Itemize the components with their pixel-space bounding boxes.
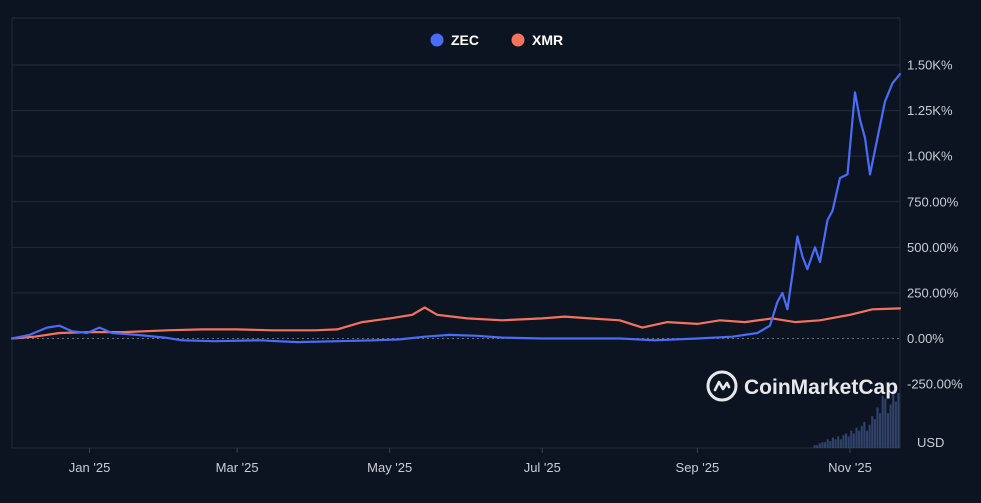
volume-bar [886, 413, 889, 448]
volume-bar [858, 430, 861, 448]
grid [11, 17, 901, 453]
x-tick-label: Jan '25 [69, 460, 111, 475]
volume-bar [897, 392, 900, 448]
y-tick-label: 250.00% [907, 285, 959, 300]
y-tick-label: 0.00% [907, 331, 944, 346]
y-tick-label: 500.00% [907, 240, 959, 255]
volume-bar [868, 424, 871, 448]
volume-bars [813, 390, 900, 448]
volume-bar [847, 436, 850, 448]
y-tick-label: -250.00% [907, 377, 963, 392]
volume-bar [892, 390, 895, 448]
watermark: CoinMarketCap [706, 370, 898, 402]
volume-bar [884, 398, 887, 448]
legend-label-zec[interactable]: ZEC [451, 32, 479, 48]
volume-bar [844, 433, 848, 448]
volume-bar [852, 433, 855, 448]
volume-bar [894, 401, 897, 448]
volume-bar [865, 430, 869, 448]
y-tick-label: 1.25K% [907, 103, 953, 118]
volume-bar [839, 439, 842, 448]
volume-bar [837, 436, 840, 448]
volume-bar [850, 430, 853, 448]
unit-label: USD [917, 435, 944, 450]
legend-label-xmr[interactable]: XMR [532, 32, 563, 48]
volume-bar [834, 439, 837, 448]
volume-bar [826, 439, 829, 448]
series-line-xmr[interactable] [10, 306, 902, 340]
volume-bar [889, 404, 892, 448]
legend-marker-xmr [511, 33, 525, 47]
volume-bar [881, 395, 884, 448]
legend: ZEC XMR [430, 32, 563, 48]
y-tick-label: 1.50K% [907, 58, 953, 73]
series [10, 73, 902, 344]
axes: 1.50K% 1.25K% 1.00K% 750.00% 500.00% 250.00% 0… [69, 58, 963, 476]
volume-bar [821, 442, 824, 448]
volume-bar [813, 445, 816, 448]
volume-bar [829, 441, 832, 448]
volume-bar [855, 427, 858, 448]
series-line-zec[interactable] [10, 73, 902, 344]
volume-bar [842, 435, 845, 448]
volume-bar [871, 416, 874, 448]
x-tick-label: May '25 [367, 460, 412, 475]
y-tick-label: 1.00K% [907, 149, 953, 164]
legend-marker-zec [430, 33, 444, 47]
x-tick-label: Nov '25 [828, 460, 872, 475]
y-tick-label: 750.00% [907, 194, 959, 209]
volume-bar [879, 413, 882, 448]
coinmarketcap-logo-icon [706, 370, 738, 402]
x-tick-label: Sep '25 [676, 460, 720, 475]
volume-bar [831, 437, 834, 448]
x-tick-label: Mar '25 [216, 460, 259, 475]
volume-bar [863, 421, 866, 448]
x-tick-label: Jul '25 [524, 460, 561, 475]
volume-bar [860, 425, 863, 448]
volume-bar [876, 407, 879, 448]
volume-bar [824, 442, 827, 448]
volume-bar [818, 443, 821, 448]
watermark-text: CoinMarketCap [744, 376, 898, 399]
volume-bar [873, 419, 876, 448]
volume-bar [816, 445, 819, 448]
